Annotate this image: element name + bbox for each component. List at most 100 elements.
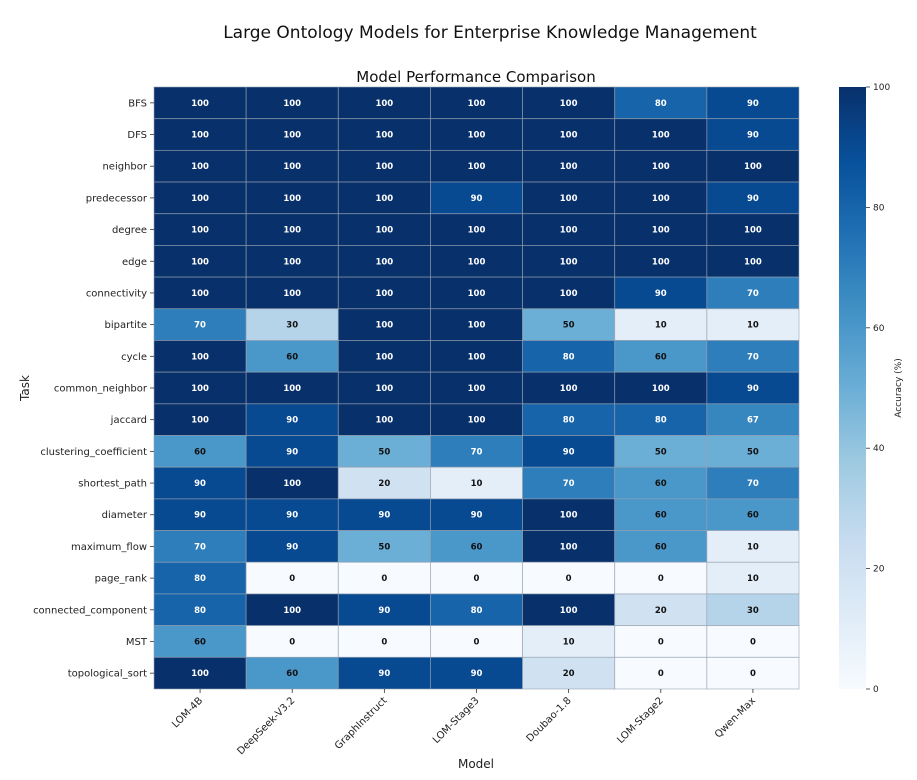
- cell-value-label: 100: [560, 384, 578, 394]
- cell-value-label: 100: [468, 131, 486, 141]
- heatmap-cell: [153, 276, 247, 310]
- cell-value-label: 100: [652, 194, 670, 204]
- cell-value-label: 100: [560, 131, 578, 141]
- heatmap-cell: [706, 435, 800, 468]
- heatmap-cell: [614, 435, 708, 468]
- cell-value-label: 70: [563, 479, 575, 489]
- cell-value-label: 30: [286, 321, 298, 331]
- cell-value-label: 70: [471, 447, 483, 457]
- y-tick-label: diameter: [102, 510, 148, 521]
- cell-value-label: 100: [375, 226, 393, 236]
- cell-value-label: 100: [468, 289, 486, 299]
- cell-value-label: 20: [655, 606, 667, 616]
- x-tick-label: GraphInstruct: [333, 695, 390, 752]
- cell-value-label: 90: [747, 131, 759, 141]
- cell-value-label: 90: [286, 416, 298, 426]
- heatmap-cell: [430, 403, 523, 436]
- cell-value-label: 90: [747, 194, 759, 204]
- cell-value-label: 100: [560, 289, 578, 299]
- x-tick-label: LOM-4B: [170, 695, 205, 730]
- heatmap-cell: [337, 561, 431, 595]
- cell-value-label: 100: [375, 416, 393, 426]
- heatmap-cell: [522, 118, 616, 151]
- heatmap-cell: [706, 466, 800, 500]
- heatmap-cell: [522, 308, 616, 341]
- cell-value-label: 100: [560, 511, 578, 521]
- heatmap-cell: [522, 371, 616, 405]
- cell-value-label: 60: [655, 542, 667, 552]
- heatmap-cell: [614, 656, 708, 690]
- cell-value-label: 100: [375, 384, 393, 394]
- cell-value-label: 100: [468, 321, 486, 331]
- cell-value-label: 100: [191, 416, 209, 426]
- cell-value-label: 100: [283, 131, 301, 141]
- heatmap-cell: [245, 530, 339, 563]
- cell-value-label: 90: [286, 511, 298, 521]
- cell-value-label: 100: [560, 194, 578, 204]
- heatmap-cell: [337, 149, 431, 183]
- heatmap-cell: [430, 276, 523, 310]
- cell-value-label: 0: [566, 574, 572, 584]
- cell-value-label: 70: [194, 542, 206, 552]
- y-tick-label: bipartite: [105, 320, 148, 331]
- cell-value-label: 90: [194, 511, 206, 521]
- cell-value-label: 100: [191, 257, 209, 267]
- cell-value-label: 90: [194, 479, 206, 489]
- heatmap-cell: [614, 149, 708, 183]
- y-tick-label: edge: [122, 257, 147, 268]
- cell-value-label: 100: [375, 131, 393, 141]
- heatmap-cell: [430, 245, 523, 278]
- y-tick-label: cycle: [121, 352, 147, 363]
- colorbar-tick-label: 20: [873, 565, 885, 575]
- heatmap-cell: [245, 656, 339, 690]
- cell-value-label: 100: [191, 352, 209, 362]
- cell-value-label: 100: [560, 606, 578, 616]
- y-tick-label: predecessor: [86, 193, 148, 204]
- cell-value-label: 100: [468, 99, 486, 109]
- cell-value-label: 100: [191, 384, 209, 394]
- cell-value-label: 100: [468, 384, 486, 394]
- cell-value-label: 100: [283, 162, 301, 172]
- heatmap-cell: [614, 371, 708, 405]
- heatmap-cell: [614, 530, 708, 563]
- heatmap-cell: [245, 308, 339, 341]
- heatmap-cell: [337, 340, 431, 373]
- cell-value-label: 60: [655, 352, 667, 362]
- cell-value-label: 90: [471, 669, 483, 679]
- heatmap-cell: [153, 245, 247, 278]
- heatmap-cell: [522, 561, 616, 595]
- heatmap-cell: [245, 403, 339, 436]
- heatmap-cell: [337, 86, 431, 120]
- cell-value-label: 90: [286, 542, 298, 552]
- heatmap-cell: [614, 308, 708, 341]
- cell-value-label: 100: [191, 162, 209, 172]
- cell-value-label: 100: [191, 669, 209, 679]
- cell-value-label: 100: [560, 257, 578, 267]
- heatmap-cell: [245, 435, 339, 468]
- y-tick-label: topological_sort: [68, 669, 147, 680]
- heatmap-cell: [614, 86, 708, 120]
- heatmap-cell: [430, 308, 523, 341]
- heatmap-cell: [614, 276, 708, 310]
- heatmap-cell: [706, 561, 800, 595]
- cell-value-label: 90: [378, 511, 390, 521]
- heatmap-cell: [430, 371, 523, 405]
- y-tick-label: connected_component: [33, 605, 147, 616]
- heatmap-cell: [153, 530, 247, 563]
- heatmap-cell: [337, 466, 431, 500]
- y-tick-label: shortest_path: [78, 479, 147, 490]
- cell-value-label: 100: [283, 479, 301, 489]
- cell-value-label: 90: [747, 99, 759, 109]
- heatmap-cell: [153, 593, 247, 627]
- heatmap-cell: [245, 245, 339, 278]
- heatmap-cell: [522, 276, 616, 310]
- heatmap-cell: [153, 86, 247, 120]
- heatmap-cell: [245, 149, 339, 183]
- heatmap-cell: [614, 181, 708, 215]
- heatmap-cell: [430, 181, 523, 215]
- heatmap-cell: [337, 593, 431, 627]
- heatmap-cell: [522, 530, 616, 563]
- heatmap-cell: [430, 656, 523, 690]
- cell-value-label: 100: [375, 257, 393, 267]
